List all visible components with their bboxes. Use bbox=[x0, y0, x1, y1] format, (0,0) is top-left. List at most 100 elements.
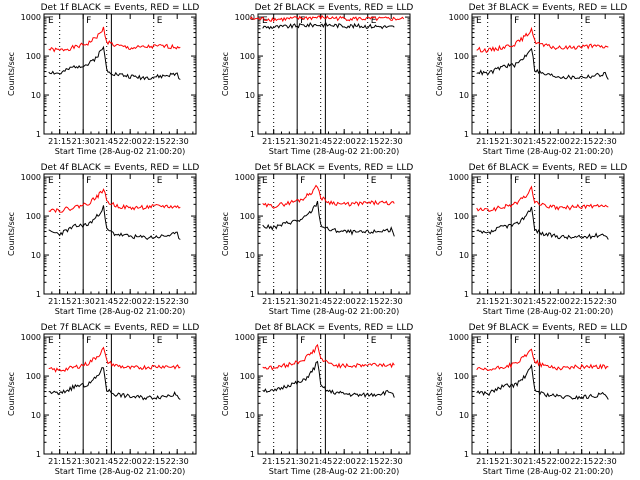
y-axis-label: Counts/sec bbox=[221, 372, 230, 416]
chart-title: Det 1f BLACK = Events, RED = LLD bbox=[41, 3, 200, 13]
y-axis-label: Counts/sec bbox=[7, 372, 16, 416]
y-tick-label: 100 bbox=[240, 52, 255, 61]
chart-title: Det 2f BLACK = Events, RED = LLD bbox=[255, 3, 414, 13]
interval-marker: E bbox=[371, 16, 377, 26]
y-axis-label: Counts/sec bbox=[435, 52, 444, 96]
y-tick-label: 10 bbox=[31, 251, 41, 260]
interval-marker: E bbox=[476, 176, 482, 186]
x-tick-label: 21:15 bbox=[48, 137, 71, 146]
interval-marker: F bbox=[86, 336, 91, 346]
y-tick-label: 1000 bbox=[449, 13, 469, 22]
x-tick-label: 22:15 bbox=[142, 297, 165, 306]
series-line-events bbox=[476, 206, 609, 240]
interval-marker: F bbox=[514, 336, 519, 346]
interval-marker: F bbox=[86, 176, 91, 186]
interval-marker: E bbox=[157, 336, 163, 346]
chart-panel-8: Det 8f BLACK = Events, RED = LLD Counts/s… bbox=[221, 323, 413, 476]
y-tick-label: 1 bbox=[36, 450, 41, 459]
series-line-lld bbox=[249, 14, 405, 23]
y-tick-label: 10 bbox=[459, 91, 469, 100]
plot-frame bbox=[257, 173, 411, 295]
x-tick-label: 22:15 bbox=[356, 457, 379, 466]
x-tick-label: 22:00 bbox=[547, 457, 570, 466]
x-tick-label: 21:30 bbox=[72, 137, 95, 146]
y-tick-label: 100 bbox=[454, 52, 469, 61]
y-tick-label: 1000 bbox=[235, 173, 255, 182]
chart-title: Det 5f BLACK = Events, RED = LLD bbox=[255, 163, 414, 173]
x-tick-label: 21:15 bbox=[262, 457, 285, 466]
x-axis-label: Start Time (28-Aug-02 21:00:20) bbox=[483, 147, 614, 156]
y-tick-label: 10 bbox=[459, 251, 469, 260]
x-tick-label: 21:45 bbox=[523, 137, 546, 146]
y-tick-label: 1 bbox=[250, 130, 255, 139]
y-tick-label: 10 bbox=[245, 411, 255, 420]
x-axis-label: Start Time (28-Aug-02 21:00:20) bbox=[269, 307, 400, 316]
x-tick-label: 21:30 bbox=[500, 457, 523, 466]
chart-panel-9: Det 9f BLACK = Events, RED = LLD Counts/s… bbox=[435, 323, 627, 476]
x-tick-label: 21:45 bbox=[309, 457, 332, 466]
chart-title: Det 7f BLACK = Events, RED = LLD bbox=[41, 323, 200, 333]
y-tick-label: 10 bbox=[31, 411, 41, 420]
x-axis-label: Start Time (28-Aug-02 21:00:20) bbox=[483, 307, 614, 316]
series-line-lld bbox=[476, 348, 609, 371]
series-line-events bbox=[48, 367, 181, 401]
x-tick-label: 22:30 bbox=[594, 137, 617, 146]
y-axis-label: Counts/sec bbox=[7, 52, 16, 96]
x-tick-label: 22:15 bbox=[570, 457, 593, 466]
x-tick-label: 22:00 bbox=[119, 297, 142, 306]
y-tick-label: 1 bbox=[464, 290, 469, 299]
x-tick-label: 22:00 bbox=[333, 137, 356, 146]
x-axis-label: Start Time (28-Aug-02 21:00:20) bbox=[269, 147, 400, 156]
interval-marker: F bbox=[514, 16, 519, 26]
y-tick-label: 1 bbox=[250, 450, 255, 459]
y-axis-label: Counts/sec bbox=[435, 212, 444, 256]
y-tick-label: 1 bbox=[464, 130, 469, 139]
series-line-lld bbox=[262, 184, 395, 209]
x-tick-label: 22:00 bbox=[547, 137, 570, 146]
series-line-events bbox=[262, 22, 395, 30]
y-tick-label: 1000 bbox=[235, 333, 255, 342]
x-tick-label: 21:30 bbox=[500, 137, 523, 146]
y-tick-label: 1000 bbox=[449, 333, 469, 342]
x-tick-label: 21:15 bbox=[48, 457, 71, 466]
interval-marker: E bbox=[157, 176, 163, 186]
x-tick-label: 21:15 bbox=[48, 297, 71, 306]
interval-marker: E bbox=[585, 176, 591, 186]
x-axis-label: Start Time (28-Aug-02 21:00:20) bbox=[269, 467, 400, 476]
y-tick-label: 100 bbox=[26, 372, 41, 381]
y-tick-label: 1 bbox=[36, 130, 41, 139]
series-line-lld bbox=[476, 185, 609, 213]
series-line-events bbox=[476, 363, 609, 401]
x-tick-label: 22:00 bbox=[333, 297, 356, 306]
y-tick-label: 1000 bbox=[21, 173, 41, 182]
plot-frame bbox=[43, 173, 197, 295]
y-tick-label: 1000 bbox=[21, 13, 41, 22]
x-tick-label: 21:30 bbox=[286, 137, 309, 146]
x-tick-label: 22:30 bbox=[166, 457, 189, 466]
x-tick-label: 22:30 bbox=[380, 457, 403, 466]
y-tick-label: 10 bbox=[459, 411, 469, 420]
interval-marker: F bbox=[300, 176, 305, 186]
x-tick-label: 21:45 bbox=[309, 137, 332, 146]
interval-marker: F bbox=[300, 336, 305, 346]
interval-marker: F bbox=[86, 16, 91, 26]
chart-panel-4: Det 4f BLACK = Events, RED = LLD Counts/s… bbox=[7, 163, 199, 316]
x-axis-label: Start Time (28-Aug-02 21:00:20) bbox=[55, 307, 186, 316]
interval-marker: E bbox=[371, 336, 377, 346]
interval-marker: E bbox=[476, 16, 482, 26]
interval-marker: E bbox=[371, 176, 377, 186]
y-tick-label: 100 bbox=[454, 372, 469, 381]
y-tick-label: 1000 bbox=[21, 333, 41, 342]
x-tick-label: 22:00 bbox=[333, 457, 356, 466]
y-tick-label: 100 bbox=[240, 212, 255, 221]
chart-title: Det 6f BLACK = Events, RED = LLD bbox=[469, 163, 628, 173]
y-tick-label: 100 bbox=[240, 372, 255, 381]
x-axis-label: Start Time (28-Aug-02 21:00:20) bbox=[483, 467, 614, 476]
plot-frame bbox=[43, 333, 197, 455]
series-line-events bbox=[48, 205, 181, 240]
x-tick-label: 21:30 bbox=[286, 297, 309, 306]
x-tick-label: 22:15 bbox=[570, 137, 593, 146]
x-tick-label: 22:15 bbox=[570, 297, 593, 306]
y-axis-label: Counts/sec bbox=[221, 212, 230, 256]
